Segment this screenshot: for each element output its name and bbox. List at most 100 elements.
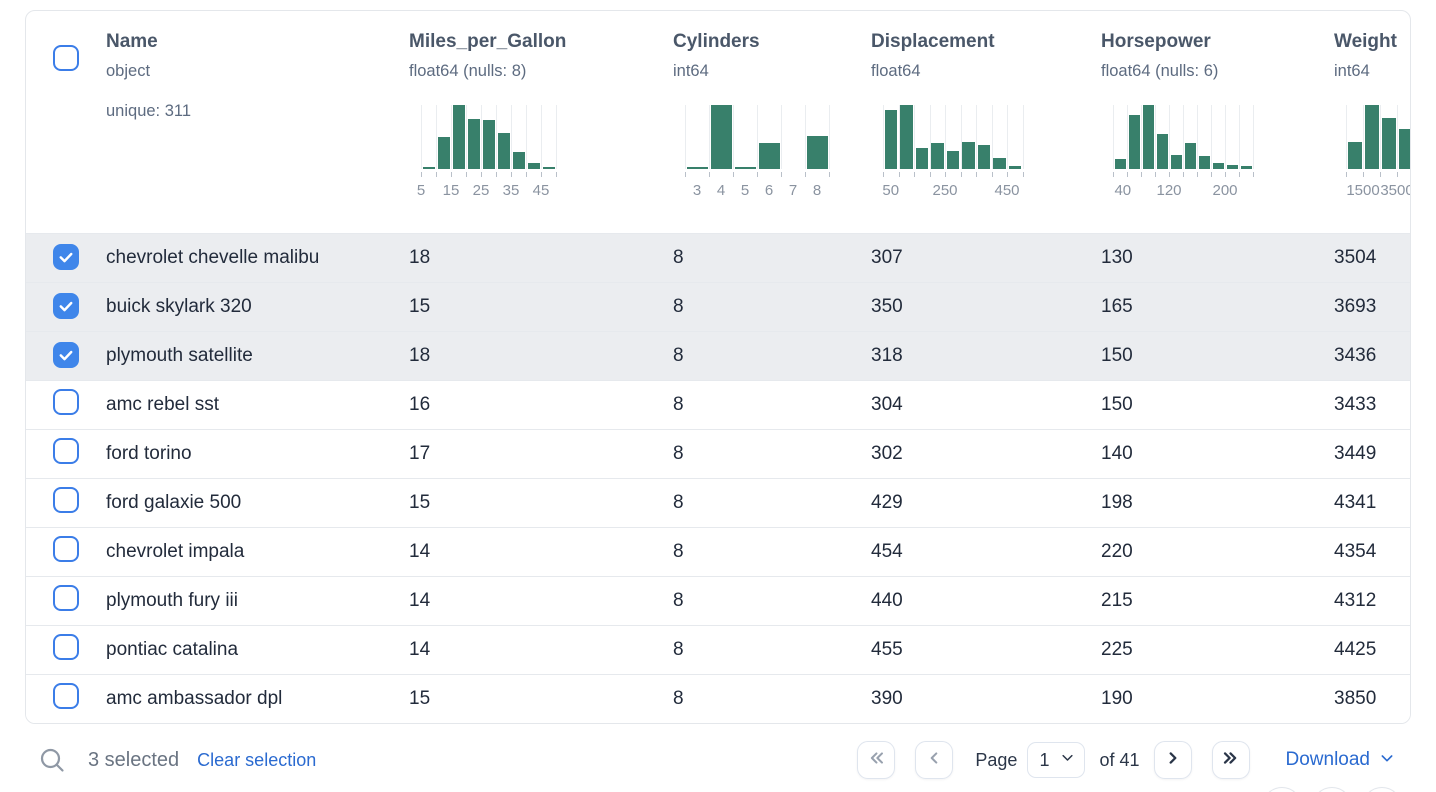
row-checkbox[interactable]	[53, 342, 79, 368]
column-histogram: 5 15 25 35 45	[417, 105, 558, 199]
histogram-tick-label: 35	[502, 182, 520, 199]
histogram-gridline	[436, 105, 437, 169]
table-row[interactable]: plymouth fury iii 14 8 440 215 4312	[26, 576, 1410, 625]
clear-selection-link[interactable]: Clear selection	[197, 749, 317, 770]
histogram-gridline	[1197, 105, 1198, 169]
cell-value: 429	[871, 492, 903, 513]
table-row[interactable]: amc ambassador dpl 15 8 390 190 3850	[26, 674, 1410, 723]
histogram-gridline	[1127, 105, 1128, 169]
last-page-button[interactable]	[1211, 741, 1250, 779]
fab-strip	[1262, 787, 1412, 792]
cell-value: 18	[409, 247, 431, 268]
histogram-tick	[781, 172, 782, 177]
histogram-gridline	[1253, 105, 1254, 169]
row-checkbox[interactable]	[53, 536, 79, 562]
cell-value: 8	[673, 541, 684, 562]
row-checkbox[interactable]	[53, 634, 79, 660]
cell-value: 8	[673, 296, 684, 317]
cell-value: 3436	[1334, 345, 1377, 366]
table-row[interactable]: ford galaxie 500 15 8 429 198 4341	[26, 478, 1410, 527]
column-histogram: 1500 3500	[1346, 105, 1410, 199]
row-checkbox[interactable]	[53, 244, 79, 270]
cell-value: 302	[871, 443, 903, 464]
cell-value: 454	[871, 541, 903, 562]
histogram-tick	[1380, 172, 1381, 177]
row-checkbox[interactable]	[53, 683, 79, 709]
column-title: Displacement	[871, 31, 995, 52]
table-row[interactable]: pontiac catalina 14 8 455 225 4425	[26, 625, 1410, 674]
histogram-gridline	[991, 105, 993, 169]
search-icon[interactable]	[38, 746, 66, 774]
cell-value: 198	[1101, 492, 1133, 513]
histogram-bar	[527, 163, 540, 169]
cell-value: 140	[1101, 443, 1133, 464]
histogram-bar	[437, 137, 450, 169]
cell-value: 8	[673, 247, 684, 268]
page-select[interactable]: 1	[1027, 742, 1086, 778]
page-total: of 41	[1099, 749, 1140, 770]
histogram-gridline	[1346, 105, 1347, 169]
histogram-bar	[993, 158, 1006, 169]
histogram-bar	[467, 119, 480, 169]
row-checkbox[interactable]	[53, 438, 79, 464]
fab-button-1[interactable]	[1262, 787, 1302, 792]
table-row[interactable]: buick skylark 320 15 8 350 165 3693	[26, 282, 1410, 331]
column-dtype: float64	[871, 62, 921, 80]
chevron-right-icon	[1162, 747, 1184, 774]
histogram-gridline	[541, 105, 542, 169]
histogram-gridline	[976, 105, 977, 169]
histogram-tick-label: 1500	[1346, 182, 1380, 199]
cell-value: 3693	[1334, 296, 1377, 317]
histogram-gridline	[883, 105, 884, 169]
table-row[interactable]: plymouth satellite 18 8 318 150 3436	[26, 331, 1410, 380]
histogram-tick	[496, 172, 497, 177]
cell-value: 4425	[1334, 639, 1377, 660]
table-row[interactable]: chevrolet chevelle malibu 18 8 307 130 3504	[26, 233, 1410, 282]
histogram-tick	[929, 172, 931, 177]
cell-value: 3449	[1334, 443, 1377, 464]
histogram-bar	[1212, 163, 1224, 169]
row-checkbox[interactable]	[53, 585, 79, 611]
histogram-tick-label: 6	[764, 182, 774, 199]
select-all-checkbox[interactable]	[53, 45, 79, 71]
table-row[interactable]: amc rebel sst 16 8 304 150 3433	[26, 380, 1410, 429]
row-checkbox[interactable]	[53, 487, 79, 513]
histogram-tick-label: 40	[1114, 182, 1132, 199]
next-page-button[interactable]	[1153, 741, 1192, 779]
row-checkbox-cell	[26, 634, 106, 666]
histogram-bar	[806, 136, 828, 169]
histogram-tick-label: 25	[472, 182, 490, 199]
histogram-bar	[734, 167, 756, 169]
histogram-bar	[542, 167, 555, 169]
cell-value: 3504	[1334, 247, 1377, 268]
histogram-tick-label: 15	[442, 182, 460, 199]
histogram-tick-label: 5	[740, 182, 750, 199]
fab-button-3[interactable]	[1362, 787, 1402, 792]
histogram-bar	[1128, 115, 1140, 169]
column-histogram: 50 250 450	[882, 105, 1025, 199]
download-button[interactable]: Download	[1286, 749, 1396, 771]
table-row[interactable]: ford torino 17 8 302 140 3449	[26, 429, 1410, 478]
cell-value: 8	[673, 394, 684, 415]
fab-button-2[interactable]	[1312, 787, 1352, 792]
histogram-bar	[1008, 166, 1021, 169]
cell-value: 220	[1101, 541, 1133, 562]
cell-value: 304	[871, 394, 903, 415]
column-dtype: float64 (nulls: 8)	[409, 62, 527, 80]
histogram-bar	[900, 105, 913, 169]
double-chevron-right-icon	[1220, 747, 1242, 774]
histogram-tick	[829, 172, 830, 177]
table-row[interactable]: chevrolet impala 14 8 454 220 4354	[26, 527, 1410, 576]
histogram-gridline	[1397, 105, 1398, 169]
histogram-bar	[512, 152, 525, 169]
first-page-button[interactable]	[857, 741, 896, 779]
histogram-bar	[758, 143, 780, 169]
histogram-gridline	[733, 105, 734, 169]
histogram-tick-label: 3500	[1380, 182, 1411, 199]
row-checkbox[interactable]	[53, 293, 79, 319]
histogram-bar	[422, 167, 435, 169]
histogram-gridline	[556, 105, 557, 169]
row-checkbox[interactable]	[53, 389, 79, 415]
prev-page-button[interactable]	[915, 741, 954, 779]
cell-value: 17	[409, 443, 431, 464]
